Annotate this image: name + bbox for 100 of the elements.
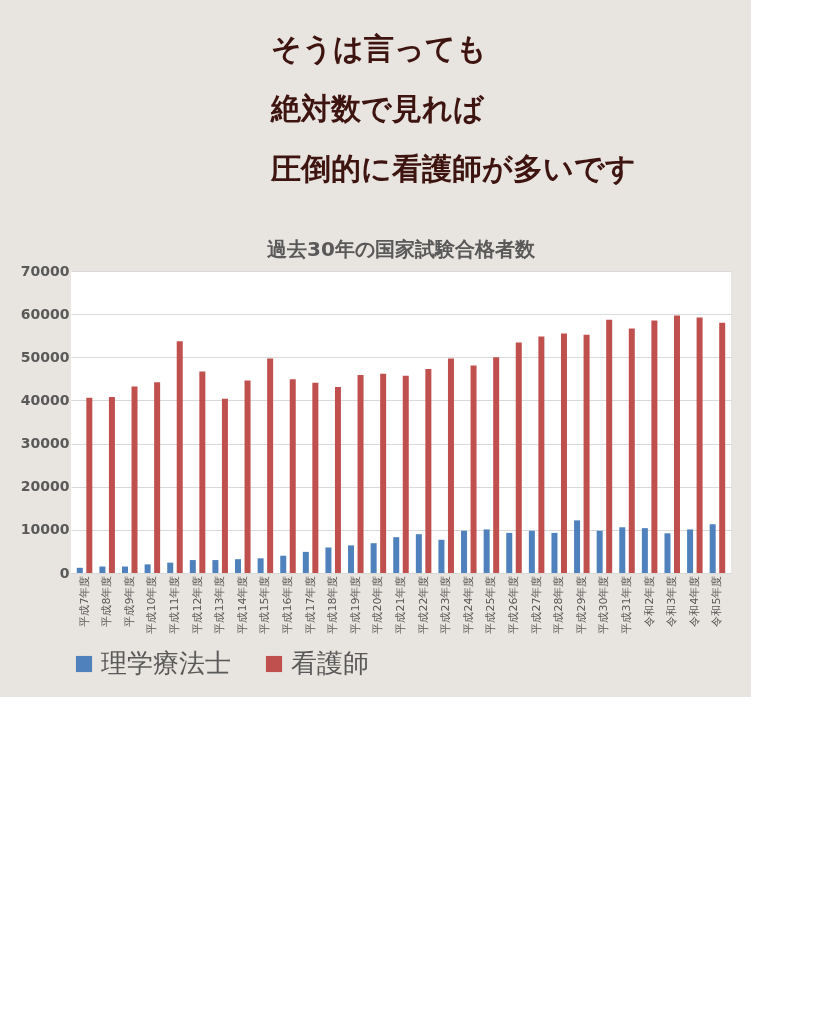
x-tick-label: 平成25年度 xyxy=(484,575,498,634)
x-tick-label: 平成20年度 xyxy=(371,575,385,634)
y-tick-label: 50000 xyxy=(20,348,70,365)
bar xyxy=(719,322,726,573)
x-tick-label: 平成11年度 xyxy=(167,575,181,634)
text: 圧倒的に看護師が多いです xyxy=(270,151,636,186)
y-tick-label: 70000 xyxy=(20,262,70,279)
x-tick-label: 平成24年度 xyxy=(461,575,475,634)
x-tick-label: 令和3年度 xyxy=(665,575,679,627)
x-tick-label: 平成8年度 xyxy=(100,575,114,627)
x-tick-label: 平成21年度 xyxy=(394,575,407,634)
bar xyxy=(76,567,83,573)
bar xyxy=(235,559,242,573)
bar xyxy=(325,547,332,573)
x-tick-label: 平成26年度 xyxy=(507,575,521,634)
x-tick-label: 平成13年度 xyxy=(213,575,227,634)
legend-label: 看護師 xyxy=(291,648,369,678)
y-tick-label: 60000 xyxy=(20,305,70,322)
x-tick-label: 平成22年度 xyxy=(416,575,430,634)
bar xyxy=(393,537,400,573)
bar xyxy=(244,380,251,573)
bar xyxy=(221,398,228,573)
x-tick-label: 平成23年度 xyxy=(439,575,453,634)
bar xyxy=(380,373,387,573)
y-tick-label: 0 xyxy=(59,564,70,581)
x-tick-label: 平成10年度 xyxy=(145,575,159,634)
x-tick-label: 平成15年度 xyxy=(258,575,272,634)
bar xyxy=(687,529,694,573)
bar xyxy=(212,560,219,573)
bar xyxy=(696,317,703,573)
bar xyxy=(641,528,648,573)
bar xyxy=(673,315,680,573)
bar xyxy=(651,320,658,573)
bar xyxy=(664,533,671,573)
bar xyxy=(144,564,151,573)
x-tick-label: 平成31年度 xyxy=(620,575,634,634)
x-tick-label: 平成29年度 xyxy=(574,575,588,634)
x-tick-label: 平成7年度 xyxy=(77,575,91,627)
bar xyxy=(370,543,377,573)
bar xyxy=(99,566,106,573)
bar xyxy=(86,397,93,573)
x-tick-label: 平成28年度 xyxy=(552,575,566,634)
x-tick-label: 平成9年度 xyxy=(122,575,136,627)
x-tick-label: 平成30年度 xyxy=(597,575,611,634)
bar xyxy=(122,566,129,573)
bar xyxy=(461,530,468,573)
bar xyxy=(167,562,174,573)
x-tick-label: 令和4年度 xyxy=(687,575,701,627)
legend-label: 理学療法士 xyxy=(101,648,231,678)
text: そうは言っても xyxy=(271,31,487,66)
bar xyxy=(560,333,567,573)
bar xyxy=(709,524,716,573)
bar xyxy=(538,336,545,573)
bar xyxy=(402,375,409,573)
bar xyxy=(619,527,626,573)
y-tick-label: 40000 xyxy=(20,391,70,408)
bar xyxy=(493,357,500,573)
x-tick-label: 平成12年度 xyxy=(190,575,204,634)
bar xyxy=(415,534,422,573)
bar xyxy=(447,358,454,573)
bar xyxy=(528,530,535,573)
bar xyxy=(470,365,477,573)
bar xyxy=(628,328,635,573)
bar xyxy=(551,532,558,573)
bar xyxy=(583,334,590,573)
x-tick-label: 令和5年度 xyxy=(710,575,724,627)
bar xyxy=(199,371,206,573)
bar xyxy=(606,319,613,573)
bar xyxy=(483,529,490,573)
bar xyxy=(348,545,355,573)
text: 絶対数で見れば xyxy=(270,91,485,126)
bar xyxy=(267,358,274,573)
bar xyxy=(154,382,161,573)
bar xyxy=(189,560,196,573)
bar xyxy=(108,396,115,573)
bar xyxy=(176,341,183,573)
y-tick-label: 10000 xyxy=(20,521,70,538)
bar xyxy=(334,387,341,573)
bar xyxy=(131,386,138,573)
bar xyxy=(438,539,445,573)
x-tick-label: 平成27年度 xyxy=(529,575,543,634)
bar xyxy=(280,555,287,573)
x-tick-label: 平成19年度 xyxy=(348,575,362,634)
x-tick-label: 平成16年度 xyxy=(280,575,294,634)
bar xyxy=(574,520,581,573)
y-tick-label: 30000 xyxy=(20,435,70,452)
bar xyxy=(596,530,603,573)
chart-title: 過去30年の国家試験合格者数 xyxy=(266,237,536,261)
bar xyxy=(425,368,432,573)
bar xyxy=(289,379,296,573)
bar xyxy=(515,342,522,573)
bar xyxy=(257,558,264,573)
x-tick-label: 平成14年度 xyxy=(235,575,249,634)
bar xyxy=(302,551,309,573)
bar xyxy=(357,374,364,573)
y-tick-label: 20000 xyxy=(20,478,70,495)
bar xyxy=(506,532,513,573)
x-tick-label: 令和2年度 xyxy=(642,575,656,627)
x-tick-label: 平成18年度 xyxy=(326,575,340,634)
bar xyxy=(312,382,319,573)
